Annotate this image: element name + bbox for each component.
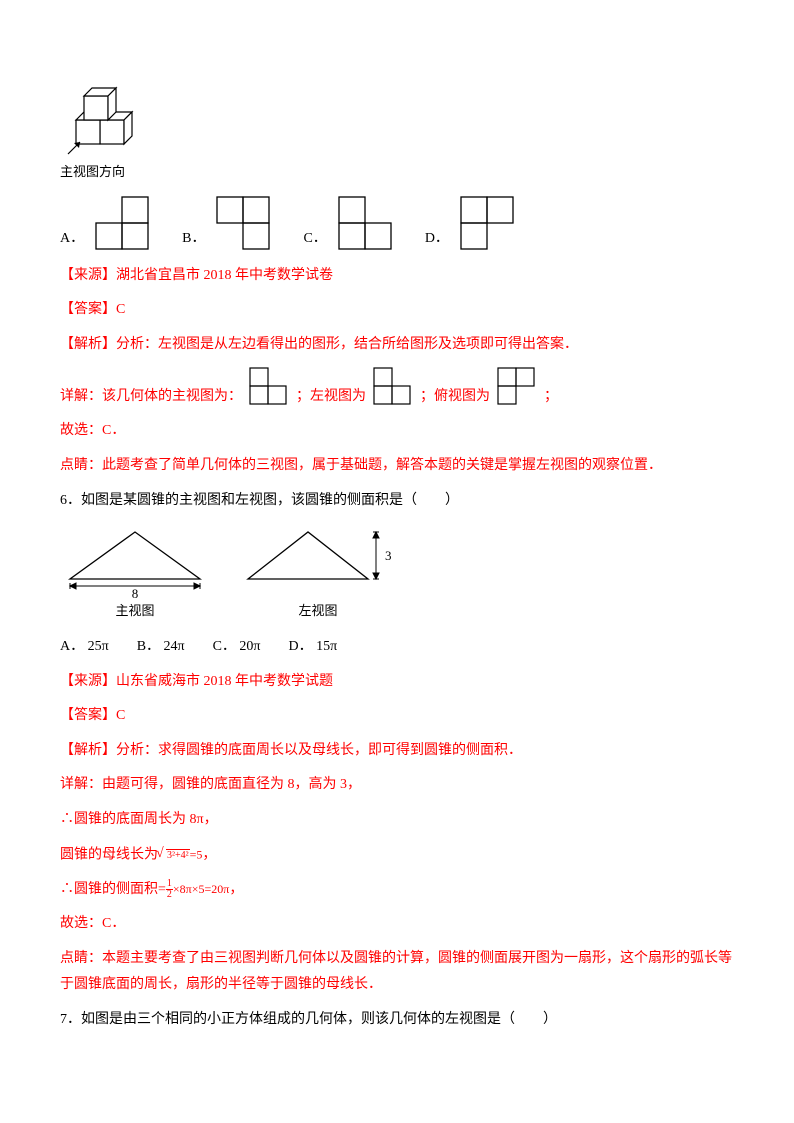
- q6-detail2: ∴圆锥的底面周长为 8π，: [60, 807, 734, 834]
- answer-label: 【答案】: [60, 302, 116, 317]
- q6-answer-line: 【答案】C: [60, 703, 734, 730]
- q5-source: 【来源】湖北省宜昌市 2018 年中考数学试卷: [60, 263, 734, 290]
- q6-left-view: 3 左视图: [238, 524, 398, 624]
- q5-therefore: 故选：C．: [60, 418, 734, 445]
- q5-option-a: A．: [60, 195, 152, 253]
- small-shape-1: [246, 366, 292, 410]
- q6-detail1: 详解：由题可得，圆锥的底面直径为 8，高为 3，: [60, 772, 734, 799]
- d3-suffix: ，: [202, 847, 216, 862]
- q6-opt-b: B． 24π: [137, 639, 185, 654]
- detail-end: ；: [544, 384, 558, 411]
- option-label: D．: [425, 226, 449, 253]
- analysis-label: 【解析】: [60, 743, 116, 758]
- analysis-text: 分析：左视图是从左边看得出的图形，结合所给图形及选项即可得出答案．: [116, 337, 578, 352]
- q6-opt-a: A． 25π: [60, 639, 109, 654]
- d4-suffix: ，: [229, 882, 243, 897]
- q6-front-view: 8 主视图: [60, 524, 210, 624]
- q7-stem: 7．如图是由三个相同的小正方体组成的几何体，则该几何体的左视图是（ ）: [60, 1007, 734, 1034]
- option-label: A．: [60, 226, 84, 253]
- shape-c: [335, 195, 395, 253]
- shape-b: [213, 195, 273, 253]
- cube-figure: 主视图方向: [60, 80, 734, 185]
- q5-options-row: A． B． C． D．: [60, 195, 734, 253]
- q5-answer-line: 【答案】C: [60, 297, 734, 324]
- shape-a: [92, 195, 152, 253]
- q5-comment: 点睛：此题考查了简单几何体的三视图，属于基础题，解答本题的关键是掌握左视图的观察…: [60, 453, 734, 480]
- shape-d: [457, 195, 517, 253]
- q5-detail-row: 详解：该几何体的主视图为： ；左视图为 ；俯视图为 ；: [60, 366, 734, 410]
- q6-figure-row: 8 主视图 3 左视图: [60, 524, 734, 624]
- q6-analysis: 【解析】分析：求得圆锥的底面周长以及母线长，即可得到圆锥的侧面积．: [60, 738, 734, 765]
- left-label: 左视图: [238, 599, 398, 624]
- detail-mid1: ；左视图为: [296, 384, 366, 411]
- q5-option-c: C．: [303, 195, 394, 253]
- q6-opt-d: D． 15π: [289, 639, 338, 654]
- q5-option-d: D．: [425, 195, 517, 253]
- detail-mid2: ；俯视图为: [420, 384, 490, 411]
- analysis-label: 【解析】: [60, 337, 116, 352]
- q5-option-b: B．: [182, 195, 273, 253]
- height-label: 3: [385, 548, 392, 563]
- option-label: C．: [303, 226, 326, 253]
- option-label: B．: [182, 226, 205, 253]
- cube-3d-svg: [60, 80, 150, 160]
- small-shape-2: [370, 366, 416, 410]
- d4-prefix: ∴圆锥的侧面积=: [60, 882, 166, 897]
- q6-detail4: ∴圆锥的侧面积=12×8π×5=20π，: [60, 877, 734, 904]
- cube-fig-label: 主视图方向: [60, 160, 734, 185]
- small-shape-3: [494, 366, 540, 410]
- q6-opt-c: C． 20π: [213, 639, 261, 654]
- answer-value: C: [116, 302, 125, 317]
- q6-source: 【来源】山东省威海市 2018 年中考数学试题: [60, 669, 734, 696]
- q6-comment: 点睛：本题主要考查了由三视图判断几何体以及圆锥的计算，圆锥的侧面展开图为一扇形，…: [60, 946, 734, 999]
- q6-options: A． 25π B． 24π C． 20π D． 15π: [60, 634, 734, 661]
- answer-label: 【答案】: [60, 708, 116, 723]
- detail-prefix: 详解：该几何体的主视图为：: [60, 384, 242, 411]
- d3-prefix: 圆锥的母线长为: [60, 847, 158, 862]
- q5-analysis: 【解析】分析：左视图是从左边看得出的图形，结合所给图形及选项即可得出答案．: [60, 332, 734, 359]
- base-label: 8: [132, 586, 139, 599]
- answer-value: C: [116, 708, 125, 723]
- front-label: 主视图: [60, 599, 210, 624]
- q6-therefore: 故选：C．: [60, 911, 734, 938]
- q6-stem: 6．如图是某圆锥的主视图和左视图，该圆锥的侧面积是（ ）: [60, 488, 734, 515]
- analysis-text: 分析：求得圆锥的底面周长以及母线长，即可得到圆锥的侧面积．: [116, 743, 522, 758]
- q6-detail3: 圆锥的母线长为√3²+4²=5，: [60, 842, 734, 869]
